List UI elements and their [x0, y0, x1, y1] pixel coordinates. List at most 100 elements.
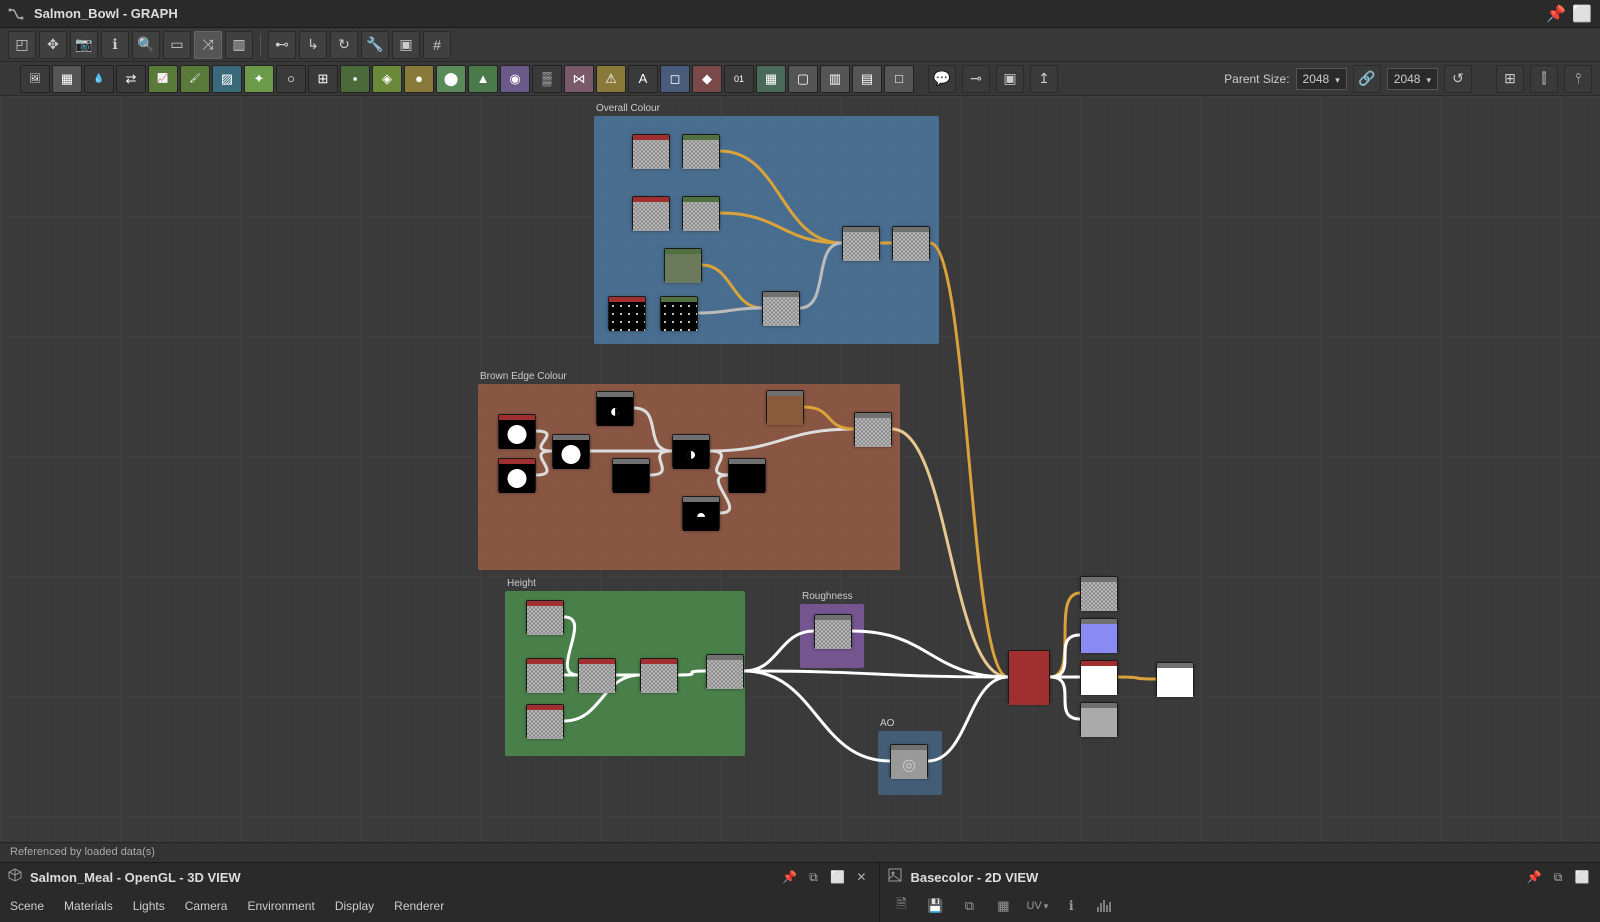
node-h4[interactable] [640, 658, 678, 692]
node-oc10[interactable] [892, 226, 930, 260]
layout-button[interactable]: ⫿ [1530, 65, 1558, 93]
node-out-d[interactable] [1080, 702, 1118, 736]
diamond-node-button[interactable]: ◈ [372, 65, 402, 93]
node-be7[interactable] [728, 458, 766, 492]
panel-button[interactable]: ▥ [225, 31, 253, 59]
tree-button[interactable]: ⫯ [1564, 65, 1592, 93]
comment-button[interactable]: 💬 [928, 65, 956, 93]
node-be4[interactable]: ◐ [596, 391, 634, 425]
grid-node-button[interactable]: ⊞ [308, 65, 338, 93]
camera-button[interactable]: 📷 [70, 31, 98, 59]
route-button[interactable]: ↳ [299, 31, 327, 59]
node-h1[interactable] [526, 600, 564, 634]
liquid-node-button[interactable]: 💧 [84, 65, 114, 93]
warn-node-button[interactable]: ⚠ [596, 65, 626, 93]
parent-height-dropdown[interactable]: 2048 [1387, 68, 1438, 90]
brush-node-button[interactable]: 🖌 [180, 65, 210, 93]
move-button[interactable]: ✥ [39, 31, 67, 59]
info-button[interactable]: ℹ [101, 31, 129, 59]
node-oc1[interactable] [632, 134, 670, 168]
link-size-icon[interactable]: 🔗 [1353, 65, 1381, 93]
node-oc4[interactable] [682, 196, 720, 230]
node-be5[interactable] [612, 458, 650, 492]
maximize-icon[interactable]: ⬜ [827, 867, 847, 887]
copy-icon[interactable]: ⧉ [958, 895, 980, 917]
text-node-button[interactable]: A [628, 65, 658, 93]
node-out-a[interactable] [1080, 576, 1118, 610]
frame-brown-edge[interactable]: Brown Edge Colour [478, 384, 900, 570]
node-be10[interactable] [854, 412, 892, 446]
star-node-button[interactable]: ✦ [244, 65, 274, 93]
pin-button[interactable]: ⊸ [962, 65, 990, 93]
noise-node-button[interactable]: ▒ [532, 65, 562, 93]
node-oc3[interactable] [632, 196, 670, 230]
menu-display[interactable]: Display [335, 899, 374, 913]
uv-dropdown[interactable]: UV [1026, 895, 1048, 917]
align-button[interactable]: ▭ [163, 31, 191, 59]
maximize-icon[interactable]: ⬜ [1572, 4, 1592, 24]
binary-node-button[interactable]: 01 [724, 65, 754, 93]
new-icon[interactable]: 🗎 [890, 895, 912, 917]
node-h3[interactable] [578, 658, 616, 692]
node-oc7[interactable] [660, 296, 698, 330]
dot-node-button[interactable]: ● [404, 65, 434, 93]
menu-materials[interactable]: Materials [64, 899, 113, 913]
node-oc6[interactable] [608, 296, 646, 330]
image-node-button[interactable]: 🖼 [20, 65, 50, 93]
node-oc5[interactable] [664, 248, 702, 282]
histogram-node-button[interactable]: ▲ [468, 65, 498, 93]
graph-canvas[interactable]: Overall ColourBrown Edge ColourHeightRou… [0, 96, 1600, 842]
menu-renderer[interactable]: Renderer [394, 899, 444, 913]
gradient-node-button[interactable]: ◉ [500, 65, 530, 93]
sq4-node-button[interactable]: □ [884, 65, 914, 93]
sq1-node-button[interactable]: ▢ [788, 65, 818, 93]
histogram-icon[interactable] [1094, 895, 1116, 917]
restore-icon[interactable]: ⧉ [1548, 867, 1568, 887]
menu-lights[interactable]: Lights [133, 899, 165, 913]
curve-node-button[interactable]: 📈 [148, 65, 178, 93]
conn-button[interactable]: ⊷ [268, 31, 296, 59]
wrench-button[interactable]: 🔧 [361, 31, 389, 59]
snap-button[interactable]: ⊞ [1496, 65, 1524, 93]
tile-node-button[interactable]: ▪ [340, 65, 370, 93]
close-icon[interactable]: ✕ [851, 867, 871, 887]
node-be2[interactable] [498, 458, 536, 492]
badge-button[interactable]: ▣ [996, 65, 1024, 93]
node-be9[interactable] [766, 390, 804, 424]
node-be6[interactable]: ◑ [672, 434, 710, 468]
menu-scene[interactable]: Scene [10, 899, 44, 913]
restore-icon[interactable]: ⧉ [803, 867, 823, 887]
info-icon[interactable]: ℹ [1060, 895, 1082, 917]
pin-icon[interactable]: 📌 [779, 867, 799, 887]
view-node-button[interactable]: ▦ [52, 65, 82, 93]
pattern-node-button[interactable]: ▨ [212, 65, 242, 93]
node-be1[interactable] [498, 414, 536, 448]
sq3-node-button[interactable]: ▤ [852, 65, 882, 93]
grid-icon[interactable]: ▦ [992, 895, 1014, 917]
pin-icon[interactable]: 📌 [1546, 4, 1566, 24]
crop-button[interactable]: # [423, 31, 451, 59]
node-be3[interactable] [552, 434, 590, 468]
menu-environment[interactable]: Environment [247, 899, 314, 913]
node-rough[interactable] [814, 614, 852, 648]
sphere-node-button[interactable]: ⬤ [436, 65, 466, 93]
diam2-node-button[interactable]: ◆ [692, 65, 722, 93]
menu-camera[interactable]: Camera [185, 899, 228, 913]
node-out-main[interactable] [1008, 650, 1050, 704]
bow-node-button[interactable]: ⋈ [564, 65, 594, 93]
node-h5[interactable] [706, 654, 744, 688]
circle-node-button[interactable]: ○ [276, 65, 306, 93]
pick-button[interactable]: ◰ [8, 31, 36, 59]
node-out-e[interactable] [1156, 662, 1194, 696]
sq2-node-button[interactable]: ▥ [820, 65, 850, 93]
node-oc8[interactable] [762, 291, 800, 325]
refresh-button[interactable]: ↻ [330, 31, 358, 59]
node-h2[interactable] [526, 658, 564, 692]
node-h6[interactable] [526, 704, 564, 738]
node-out-b[interactable] [1080, 618, 1118, 652]
pin-icon[interactable]: 📌 [1524, 867, 1544, 887]
node-oc9[interactable] [842, 226, 880, 260]
box-node-button[interactable]: ◻ [660, 65, 690, 93]
maximize-icon[interactable]: ⬜ [1572, 867, 1592, 887]
shuffle-node-button[interactable]: ⇄ [116, 65, 146, 93]
